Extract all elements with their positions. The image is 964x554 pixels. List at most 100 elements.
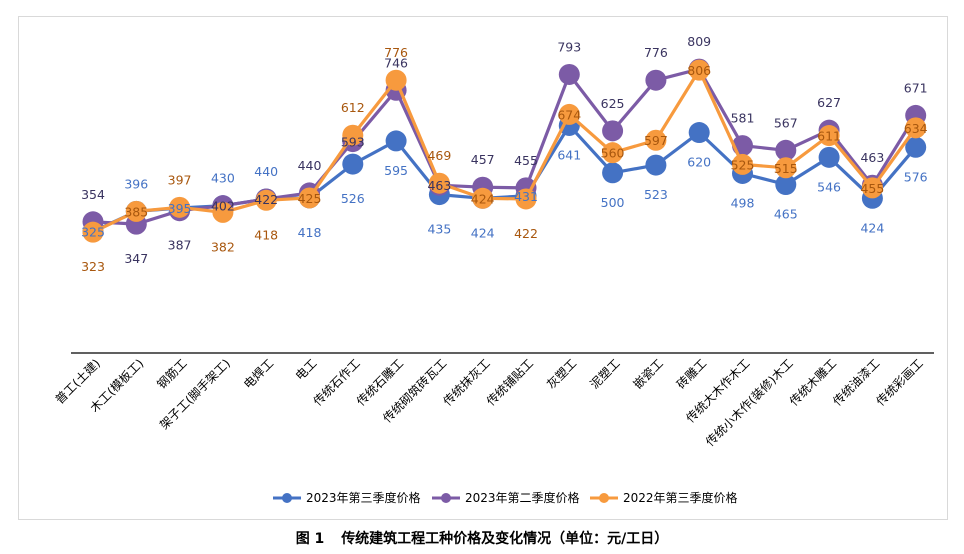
data-label: 395	[168, 201, 192, 216]
data-point	[645, 154, 667, 176]
data-label: 387	[168, 238, 192, 253]
data-point	[472, 187, 494, 209]
data-point	[905, 117, 927, 139]
data-label: 597	[644, 133, 668, 148]
data-label: 457	[471, 152, 495, 167]
data-point	[775, 174, 797, 196]
data-point	[342, 153, 364, 175]
data-point	[688, 59, 710, 81]
legend-marker	[599, 493, 609, 503]
data-label: 354	[81, 187, 105, 202]
x-tick-label: 电焊工	[240, 356, 276, 392]
legend-item: 2023年第三季度价格	[273, 490, 421, 505]
data-point	[558, 103, 580, 125]
data-point	[255, 189, 277, 211]
data-label: 347	[124, 251, 148, 266]
data-point	[905, 136, 927, 158]
legend-marker	[282, 493, 292, 503]
legend-label: 2023年第二季度价格	[465, 490, 580, 505]
data-point	[818, 146, 840, 168]
data-label: 397	[168, 172, 192, 187]
data-point	[602, 162, 624, 184]
data-point	[212, 201, 234, 223]
data-point	[688, 122, 710, 144]
data-label: 463	[427, 178, 451, 193]
data-label: 440	[254, 164, 278, 179]
data-point	[602, 142, 624, 164]
data-point	[645, 69, 667, 91]
x-tick-label: 砖雕工	[673, 356, 709, 392]
data-point	[861, 177, 883, 199]
data-label: 671	[904, 80, 928, 95]
data-label: 612	[341, 100, 365, 115]
data-label: 776	[384, 45, 408, 60]
data-point	[775, 139, 797, 161]
data-label: 431	[514, 189, 538, 204]
data-label: 424	[860, 220, 884, 235]
data-label: 627	[817, 95, 841, 110]
data-label: 500	[601, 195, 625, 210]
data-label: 595	[384, 163, 408, 178]
data-label: 576	[904, 169, 928, 184]
data-point	[428, 172, 450, 194]
data-label: 396	[124, 176, 148, 191]
legend-item: 2023年第二季度价格	[432, 490, 580, 505]
legend-label: 2022年第三季度价格	[623, 490, 738, 505]
x-tick-label: 电工	[293, 356, 320, 383]
data-point	[732, 153, 753, 175]
data-label: 526	[341, 191, 365, 206]
data-label: 323	[81, 259, 105, 274]
legend-label: 2023年第三季度价格	[306, 490, 421, 505]
data-label: 385	[124, 204, 148, 219]
data-label: 382	[211, 239, 235, 254]
figure-caption: 图 1 传统建筑工程工种价格及变化情况（单位：元/工日）	[0, 528, 964, 548]
data-label: 567	[774, 115, 798, 130]
data-point	[515, 188, 537, 210]
x-tick-label: 嵌瓷工	[631, 356, 666, 391]
data-label: 625	[601, 96, 625, 111]
data-label: 430	[211, 171, 235, 186]
data-label: 525	[731, 157, 755, 172]
x-tick-label: 钢筋工	[154, 356, 190, 392]
data-label: 435	[427, 222, 451, 237]
data-point	[82, 221, 104, 243]
chart-frame: 普工(土建) 木工(模板工) 钢筋工 架子工(脚手架工) 电焊工 电工 传统石作工 传统石雕工…	[18, 16, 948, 520]
data-label: 325	[81, 225, 105, 240]
data-label: 418	[254, 227, 278, 242]
data-label: 455	[514, 153, 538, 168]
data-label: 440	[298, 158, 322, 173]
data-label: 746	[384, 55, 408, 70]
data-label: 674	[557, 107, 581, 122]
data-label: 620	[687, 155, 711, 170]
data-label: 776	[644, 45, 668, 60]
data-label: 593	[341, 135, 365, 150]
data-label: 560	[601, 146, 625, 161]
x-tick-label: 泥塑工	[587, 356, 623, 392]
data-label: 546	[817, 179, 841, 194]
data-point	[299, 187, 320, 209]
data-label: 455	[860, 181, 884, 196]
data-label: 422	[254, 192, 278, 207]
data-point	[342, 124, 364, 146]
data-label: 425	[298, 191, 322, 206]
data-point	[602, 120, 624, 142]
data-label: 515	[774, 161, 798, 176]
data-label: 809	[687, 34, 711, 49]
data-point	[558, 63, 580, 85]
x-tick-label: 传统铺贴工	[483, 356, 536, 409]
data-label: 465	[774, 207, 798, 222]
data-label: 611	[817, 129, 841, 144]
figure-number: 图 1	[295, 531, 325, 547]
data-point	[169, 196, 191, 218]
data-point	[818, 125, 840, 147]
data-label: 581	[731, 111, 755, 126]
data-label: 402	[211, 199, 235, 214]
figure-title: 传统建筑工程工种价格及变化情况（单位：元/工日）	[341, 531, 669, 547]
data-label: 463	[860, 150, 884, 165]
data-label: 523	[644, 187, 668, 202]
data-point	[385, 69, 407, 91]
data-point	[125, 200, 147, 222]
data-label: 418	[298, 225, 322, 240]
data-label: 634	[904, 121, 928, 136]
